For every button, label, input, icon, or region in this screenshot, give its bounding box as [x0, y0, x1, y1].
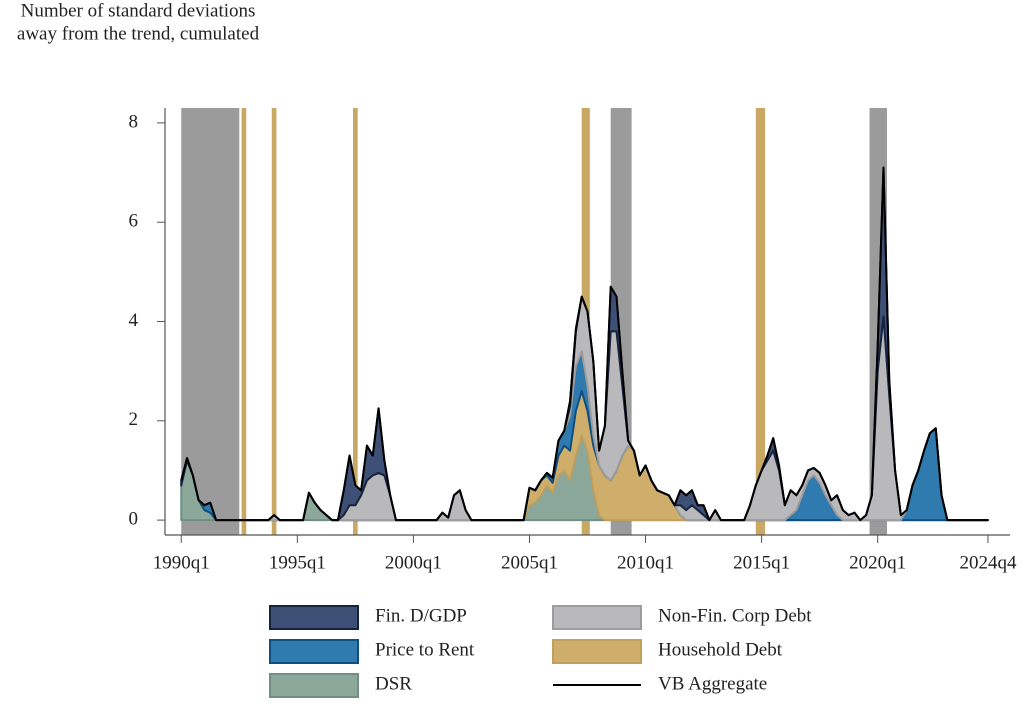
legend-label: Non-Fin. Corp Debt [658, 605, 812, 626]
legend-swatch [552, 639, 642, 664]
shaded-period [271, 108, 277, 535]
y-tick-label: 2 [129, 409, 139, 430]
legend-swatch [269, 639, 359, 664]
y-axis-label: Number of standard deviations [21, 0, 256, 21]
area [180, 434, 989, 522]
y-tick-label: 8 [129, 111, 139, 132]
shaded-period [755, 108, 766, 535]
legend-swatch [269, 673, 359, 698]
shaded-period [353, 108, 358, 535]
x-tick-label: 2005q1 [501, 552, 558, 573]
x-tick-label: 2020q1 [849, 552, 906, 573]
x-tick-label: 1990q1 [153, 552, 210, 573]
legend-label: Price to Rent [375, 639, 475, 660]
y-tick-label: 4 [129, 310, 139, 331]
legend-swatch [552, 605, 642, 630]
x-tick-label: 2010q1 [617, 552, 674, 573]
x-tick-label: 2024q4 [959, 552, 1017, 573]
line [180, 166, 988, 522]
x-tick-label: 2000q1 [385, 552, 442, 573]
legend-label: VB Aggregate [658, 673, 767, 694]
legend-label: DSR [375, 673, 412, 694]
y-tick-label: 0 [129, 508, 139, 529]
x-tick-label: 2015q1 [733, 552, 790, 573]
y-tick-label: 6 [129, 211, 139, 232]
legend-swatch [269, 605, 359, 630]
legend-label: Household Debt [658, 639, 783, 660]
legend-label: Fin. D/GDP [375, 605, 467, 626]
y-axis-label: away from the trend, cumulated [17, 23, 260, 44]
shaded-period [241, 108, 247, 535]
shaded-period [181, 108, 240, 535]
x-tick-label: 1995q1 [269, 552, 326, 573]
